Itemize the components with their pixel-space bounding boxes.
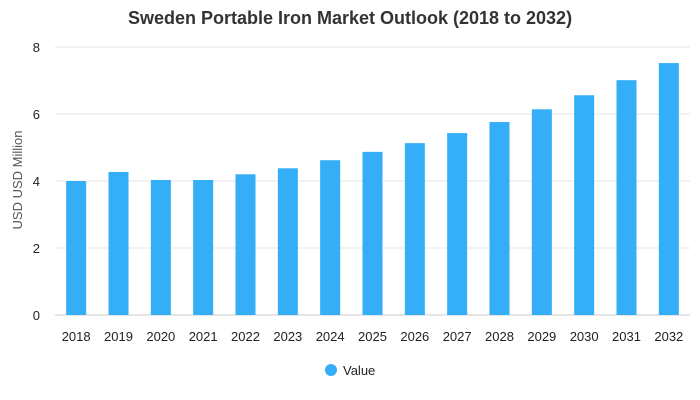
y-tick-label: 8 xyxy=(33,40,40,55)
x-tick-label: 2023 xyxy=(273,329,302,344)
y-tick-label: 6 xyxy=(33,107,40,122)
x-tick-label: 2025 xyxy=(358,329,387,344)
y-axis-label: USD USD Million xyxy=(10,131,25,230)
x-tick-label: 2027 xyxy=(443,329,472,344)
x-tick-label: 2018 xyxy=(62,329,91,344)
x-tick-label: 2021 xyxy=(189,329,218,344)
y-axis-ticks: 0 2 4 6 8 xyxy=(33,40,40,323)
x-tick-label: 2029 xyxy=(527,329,556,344)
y-tick-label: 2 xyxy=(33,241,40,256)
bar-2028 xyxy=(489,122,510,315)
x-tick-label: 2019 xyxy=(104,329,133,344)
x-tick-label: 2032 xyxy=(654,329,683,344)
bar-2018 xyxy=(66,181,87,315)
x-tick-label: 2022 xyxy=(231,329,260,344)
bar-2024 xyxy=(320,160,341,315)
chart-title: Sweden Portable Iron Market Outlook (201… xyxy=(128,8,572,28)
x-tick-label: 2026 xyxy=(400,329,429,344)
bar-2020 xyxy=(150,179,171,315)
bar-2023 xyxy=(277,168,298,315)
bar-2029 xyxy=(531,109,552,315)
bar-2019 xyxy=(108,171,129,315)
legend-marker-value xyxy=(325,364,337,376)
x-axis-ticks: 2018 2019 2020 2021 2022 2023 2024 2025 2026 2027… xyxy=(62,329,684,344)
bar-2026 xyxy=(404,143,425,315)
bar-2025 xyxy=(362,151,383,315)
legend: Value xyxy=(325,363,375,378)
y-tick-label: 4 xyxy=(33,174,40,189)
bar-2022 xyxy=(235,174,256,315)
x-tick-label: 2028 xyxy=(485,329,514,344)
x-tick-label: 2024 xyxy=(316,329,345,344)
x-tick-label: 2020 xyxy=(146,329,175,344)
x-tick-label: 2031 xyxy=(612,329,641,344)
bar-2031 xyxy=(616,80,637,315)
bar-2027 xyxy=(447,133,468,315)
bars xyxy=(66,63,679,316)
bar-2030 xyxy=(574,95,595,316)
x-tick-label: 2030 xyxy=(570,329,599,344)
bar-2021 xyxy=(193,179,214,315)
bar-2032 xyxy=(658,63,679,315)
legend-label-value: Value xyxy=(343,363,375,378)
y-tick-label: 0 xyxy=(33,308,40,323)
